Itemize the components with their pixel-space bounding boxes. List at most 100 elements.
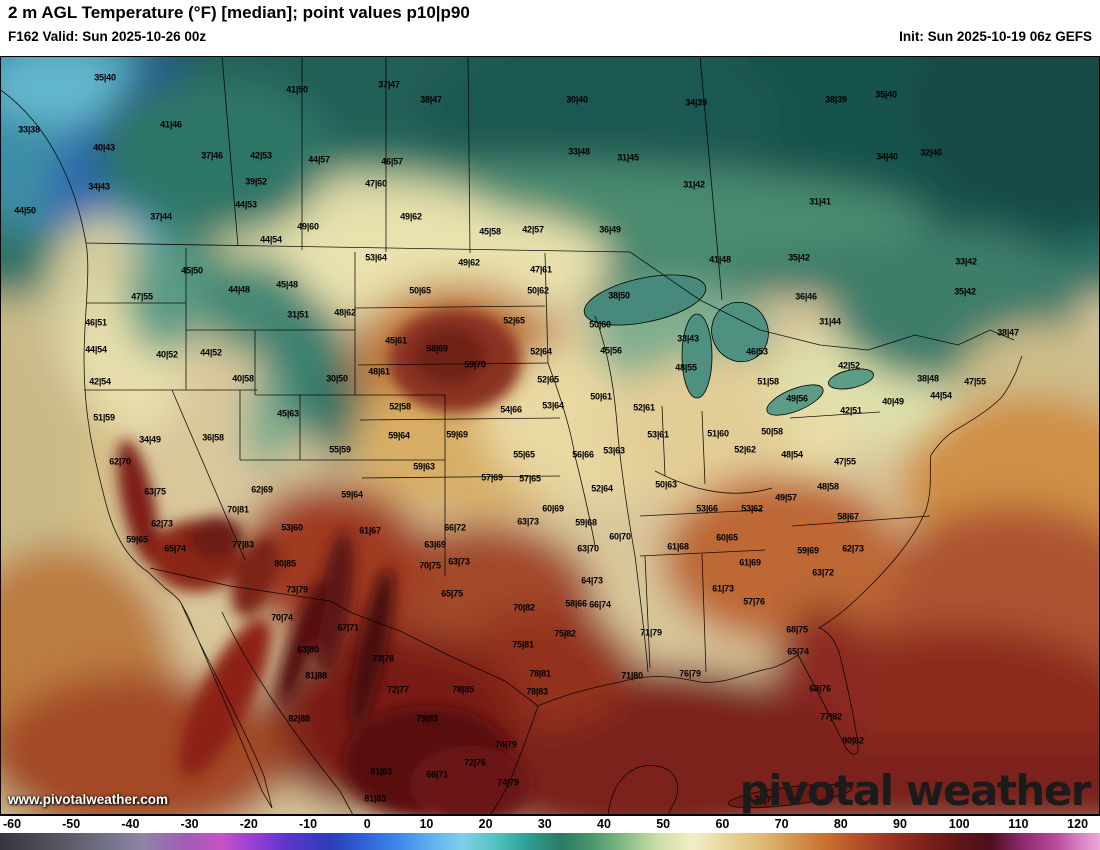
point-value: 63|69 [424,539,446,550]
point-value: 73|78 [372,653,394,664]
point-value: 48|62 [334,307,356,318]
point-value: 71|80 [621,670,643,681]
point-value: 50|65 [409,285,431,296]
point-value: 75|81 [512,639,534,650]
point-value: 38|39 [825,94,847,105]
point-value: 46|53 [746,346,768,357]
point-value: 35|42 [954,286,976,297]
point-value: 30|50 [326,373,348,384]
point-value: 81|83 [364,793,386,804]
point-value: 44|53 [235,199,257,210]
point-value: 70|82 [513,602,535,613]
point-value: 47|60 [365,178,387,189]
point-value: 42|52 [838,360,860,371]
colorbar-tick-label: 100 [948,817,970,831]
point-value: 49|60 [297,221,319,232]
point-value: 44|52 [200,347,222,358]
point-value: 34|40 [876,151,898,162]
point-value: 59|69 [797,545,819,556]
point-value: 77|83 [232,539,254,550]
point-value: 62|73 [842,543,864,554]
point-value: 65|74 [787,646,809,657]
point-value: 62|73 [151,518,173,529]
point-value: 34|39 [685,97,707,108]
colorbar-tick-label: 90 [893,817,907,831]
point-value: 49|62 [458,257,480,268]
point-value: 68|76 [809,683,831,694]
point-value: 74|79 [495,739,517,750]
point-value: 50|62 [527,285,549,296]
point-value: 61|73 [712,583,734,594]
point-value: 45|50 [181,265,203,276]
point-value: 73|79 [286,584,308,595]
point-value: 53|61 [647,429,669,440]
point-value: 75|82 [554,628,576,639]
point-value: 62|70 [109,456,131,467]
point-value: 50|63 [655,479,677,490]
point-value: 55|65 [513,449,535,460]
pivotalweather-logo: pivotal weather [739,766,1092,815]
point-value: 59|63 [413,461,435,472]
point-value: 35|40 [875,89,897,100]
point-value: 77|82 [820,711,842,722]
point-value: 65|75 [441,588,463,599]
header: 2 m AGL Temperature (°F) [median]; point… [0,0,1100,56]
colorbar-tick-label: 10 [419,817,434,831]
point-value: 33|48 [568,146,590,157]
point-value: 51|60 [707,428,729,439]
point-value: 53|64 [365,252,387,263]
point-value: 63|73 [448,556,470,567]
point-value: 52|61 [633,402,655,413]
point-value: 53|64 [542,400,564,411]
point-value: 47|55 [964,376,986,387]
point-value: 52|58 [389,401,411,412]
point-value: 60|70 [609,531,631,542]
point-value: 81|83 [370,766,392,777]
point-value: 75|79 [754,794,776,805]
point-value: 42|51 [840,405,862,416]
colorbar-gradient [0,833,1100,850]
point-value: 33|38 [18,124,40,135]
run-info-row: F162 Valid: Sun 2025-10-26 00z Init: Sun… [8,29,1092,44]
point-value: 78|85 [452,684,474,695]
point-value: 53|60 [281,522,303,533]
point-value: 44|48 [228,284,250,295]
point-value: 63|72 [812,567,834,578]
point-value: 52|65 [503,315,525,326]
point-value: 37|44 [150,211,172,222]
point-value: 33|43 [677,333,699,344]
point-value: 59|64 [388,430,410,441]
point-value: 63|75 [144,486,166,497]
point-value: 45|56 [600,345,622,356]
colorbar-tick-label: 40 [597,817,611,831]
point-value: 30|40 [566,94,588,105]
colorbar-tick-label: -30 [180,817,199,831]
colorbar-tick-label: 0 [363,817,371,831]
point-value: 44|50 [14,205,36,216]
point-value: 33|42 [955,256,977,267]
colorbar-tick-label: -60 [2,817,22,831]
point-value: 40|49 [882,396,904,407]
point-value: 31|45 [617,152,639,163]
point-value: 67|71 [337,622,359,633]
point-value: 80|85 [274,558,296,569]
point-value: 42|53 [250,150,272,161]
point-value: 38|50 [608,290,630,301]
watermark: www.pivotalweather.com [8,792,169,807]
point-value: 59|70 [464,359,486,370]
colorbar-tick-label: 70 [774,817,789,831]
point-value: 47|55 [131,291,153,302]
point-value: 40|58 [232,373,254,384]
point-value: 48|54 [781,449,803,460]
point-value: 60|69 [542,503,564,514]
point-value: 44|54 [930,390,952,401]
map-borders [0,56,1023,815]
point-value: 59|69 [446,429,468,440]
colorbar-tick-label: 60 [715,817,730,831]
point-value: 61|67 [359,525,381,536]
point-value: 56|66 [572,449,594,460]
point-value: 76|79 [679,668,701,679]
point-value: 61|68 [667,541,689,552]
colorbar-tick-label: -40 [121,817,140,831]
point-value: 44|54 [85,344,107,355]
